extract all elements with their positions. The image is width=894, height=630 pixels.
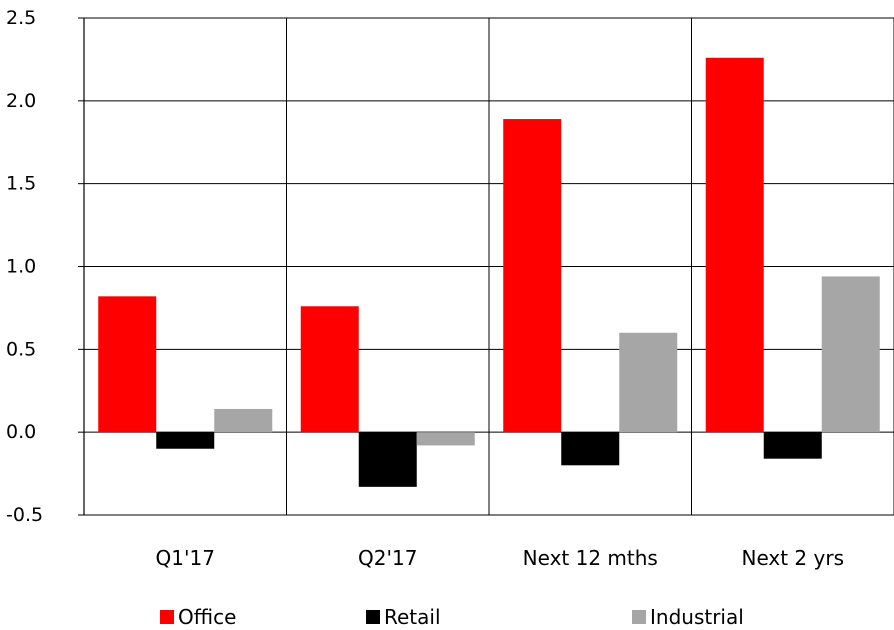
- x-tick-label: Next 2 yrs: [741, 546, 844, 570]
- bars: [98, 57, 880, 487]
- x-tick-label: Next 12 mths: [523, 546, 658, 570]
- y-tick-label: -0.5: [6, 504, 43, 526]
- legend-swatch-retail: [366, 610, 380, 624]
- bar-office: [98, 296, 157, 433]
- legend-swatch-office: [160, 610, 174, 624]
- y-tick-label: 0.5: [6, 338, 36, 360]
- y-tick-label: 1.0: [6, 256, 36, 278]
- bar-retail: [156, 432, 215, 449]
- legend-label-office: Office: [178, 605, 236, 629]
- legend-label-retail: Retail: [384, 605, 441, 629]
- bar-industrial: [619, 332, 678, 433]
- legend-label-industrial: Industrial: [650, 605, 744, 629]
- legend-swatch-industrial: [632, 610, 646, 624]
- bar-retail: [763, 432, 822, 459]
- y-tick-label: 2.0: [6, 90, 36, 112]
- bar-industrial: [416, 432, 475, 446]
- bar-office: [503, 119, 562, 433]
- y-tick-label: 1.5: [6, 173, 36, 195]
- bar-industrial: [214, 408, 273, 433]
- y-tick-label: 0.0: [6, 421, 36, 443]
- axis-labels: -0.5 0.0 0.5 1.0 1.5 2.0 2.5 Q1'17 Q2'17 Next 12 …: [6, 7, 844, 570]
- bar-industrial: [821, 276, 880, 433]
- bar-retail: [358, 432, 417, 487]
- y-tick-label: 2.5: [6, 7, 36, 29]
- bar-retail: [561, 432, 620, 466]
- x-tick-label: Q2'17: [358, 546, 417, 570]
- bar-office: [705, 57, 764, 433]
- x-tick-label: Q1'17: [156, 546, 215, 570]
- bar-office: [300, 306, 359, 433]
- axes: [78, 17, 85, 516]
- legend: Office Retail Industrial: [160, 605, 744, 629]
